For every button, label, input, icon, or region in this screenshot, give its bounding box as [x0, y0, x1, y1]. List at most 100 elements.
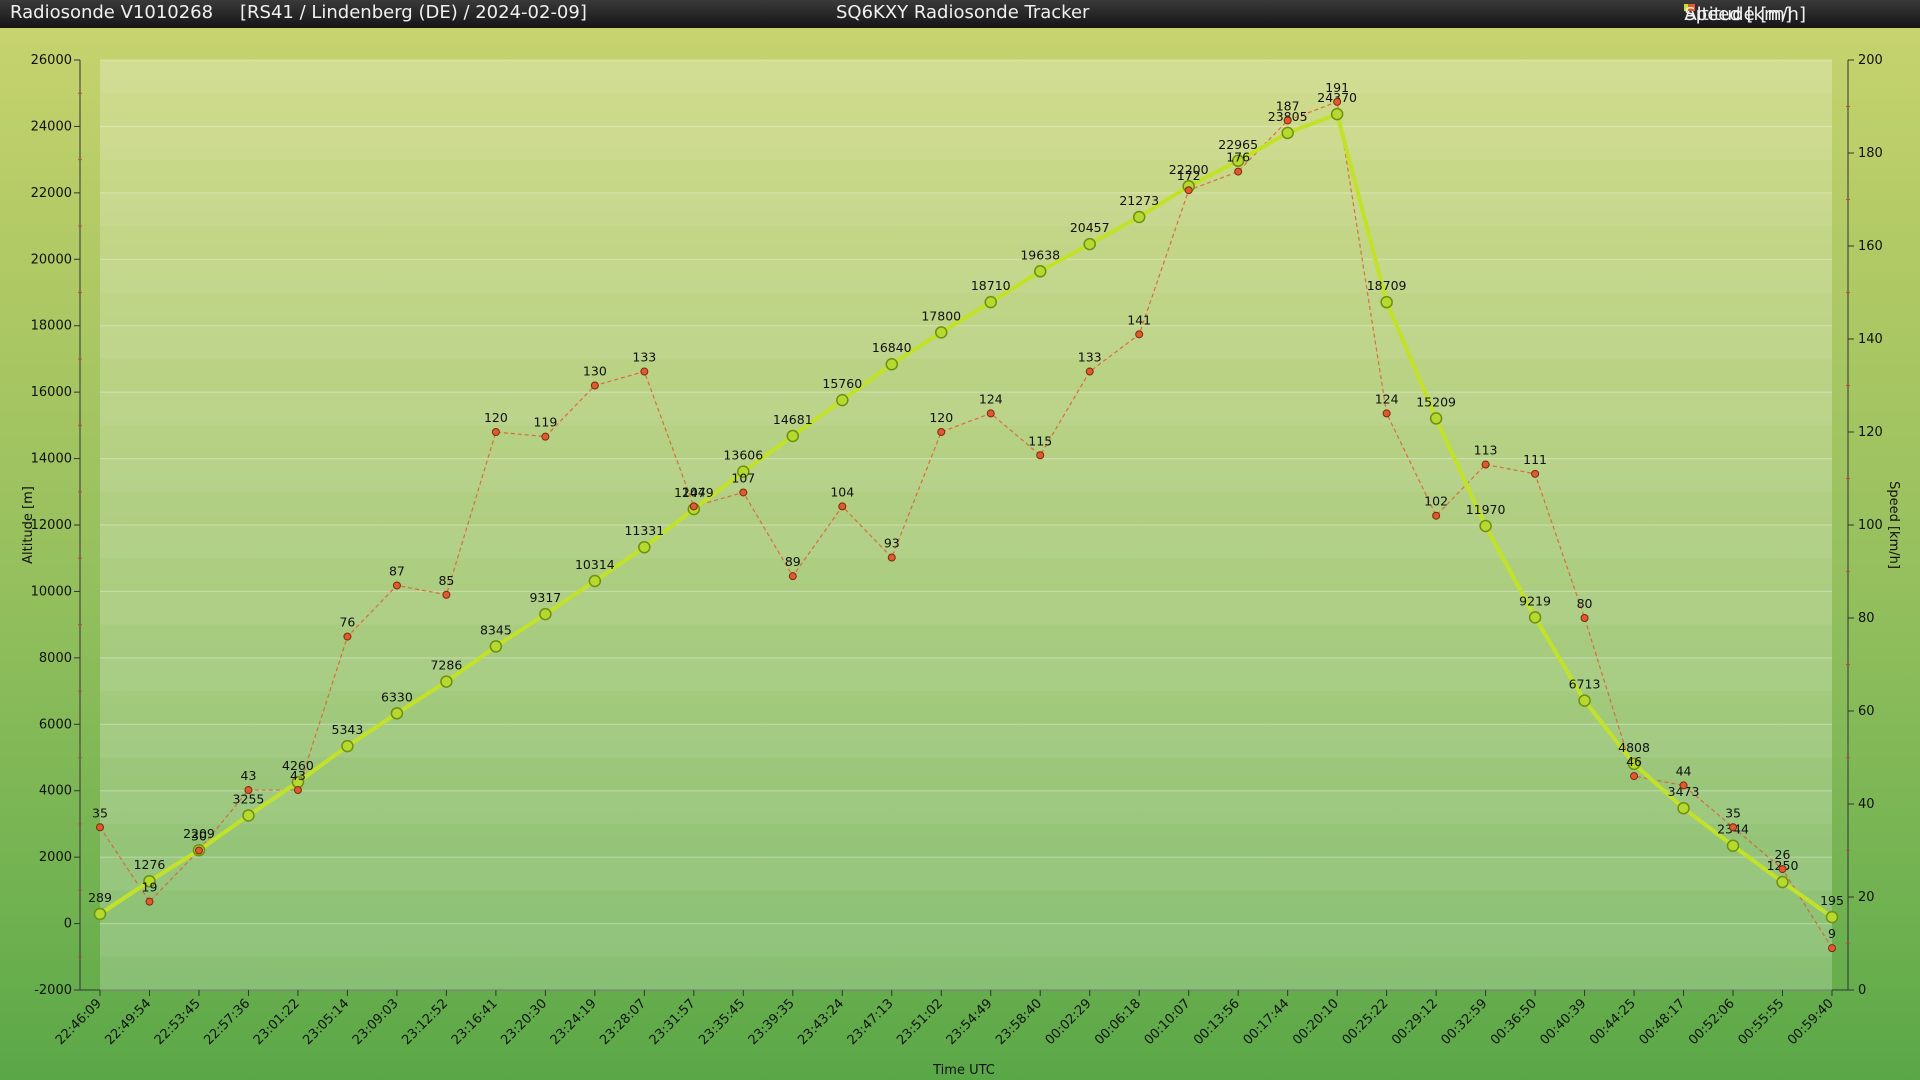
speed-point [937, 428, 946, 436]
speed-data-label: 35 [92, 805, 108, 820]
left-tick-label: 0 [64, 917, 72, 932]
x-tick-label: 00:17:44 [1241, 996, 1293, 1048]
speed-point [392, 581, 401, 590]
x-tick-label: 22:46:09 [53, 996, 105, 1048]
altitude-data-label: 16840 [872, 340, 912, 355]
right-tick-label: 140 [1858, 332, 1883, 347]
altitude-point [1726, 839, 1740, 852]
speed-point [1481, 460, 1490, 469]
app-title: SQ6KXY Radiosonde Tracker [836, 2, 1090, 23]
plot-band [100, 591, 1832, 625]
left-tick-label: 18000 [31, 319, 72, 334]
altitude-data-label: 19638 [1020, 247, 1060, 262]
left-tick-label: 8000 [39, 651, 72, 666]
speed-data-label: 133 [1078, 350, 1102, 365]
speed-data-label: 93 [884, 536, 900, 551]
speed-point [1283, 116, 1292, 125]
x-tick-label: 23:43:24 [795, 996, 847, 1048]
altitude-data-label: 18709 [1367, 278, 1407, 293]
left-tick-label: 24000 [31, 119, 72, 134]
plot-band [100, 325, 1832, 359]
speed-point [1531, 469, 1540, 478]
speed-point [1828, 944, 1836, 953]
y-axis-title: Altitude [m] [21, 486, 36, 564]
altitude-data-label: 2209 [183, 826, 215, 841]
x-tick-label: 23:01:22 [251, 996, 303, 1048]
altitude-data-label: 18710 [971, 278, 1011, 293]
x-tick-label: 00:02:29 [1043, 996, 1095, 1048]
legend[interactable]: Altitude [m] Speed [km/h] [1650, 2, 1806, 86]
speed-point [788, 572, 797, 581]
altitude-data-label: 7286 [430, 658, 462, 673]
left-tick-label: 4000 [39, 784, 72, 799]
right-tick-label: 100 [1858, 518, 1883, 533]
speed-data-label: 104 [682, 484, 706, 499]
x-tick-label: 00:06:18 [1092, 996, 1144, 1048]
x-tick-label: 23:35:45 [696, 996, 748, 1048]
speed-point [838, 502, 847, 511]
speed-data-label: 30 [191, 829, 207, 844]
plot-band [100, 392, 1832, 426]
altitude-data-label: 10314 [575, 557, 615, 572]
speed-point [145, 897, 154, 906]
altitude-data-label: 8345 [480, 622, 512, 637]
altitude-point [242, 809, 255, 822]
speed-point [541, 432, 550, 441]
altitude-point [489, 640, 503, 653]
speed-data-label: 187 [1276, 98, 1300, 113]
speed-data-label: 35 [1725, 805, 1741, 820]
speed-data-label: 124 [979, 391, 1003, 406]
x-tick-label: 23:47:13 [845, 996, 897, 1048]
x-tick-label: 23:51:02 [894, 996, 946, 1048]
plot-band [100, 458, 1832, 492]
altitude-point [390, 707, 404, 720]
speed-point [1135, 330, 1144, 339]
speed-point [1036, 451, 1045, 460]
speed-point [1234, 167, 1243, 176]
altitude-data-label: 3255 [233, 791, 265, 806]
altitude-point [539, 607, 552, 621]
altitude-data-label: 23805 [1268, 109, 1308, 124]
speed-point [590, 381, 599, 390]
x-tick-label: 00:20:10 [1290, 996, 1342, 1048]
plot-band [100, 657, 1832, 692]
x-tick-label: 00:13:56 [1191, 996, 1243, 1048]
speed-data-label: 89 [785, 554, 801, 569]
left-tick-label: 14000 [31, 452, 72, 467]
x-tick-label: 23:31:57 [647, 996, 699, 1048]
altitude-data-label: 11970 [1466, 502, 1506, 517]
speed-data-label: 85 [438, 573, 454, 588]
speed-point [293, 786, 302, 795]
right-tick-label: 120 [1858, 425, 1883, 440]
altitude-point [143, 874, 156, 888]
plot-band [100, 790, 1832, 824]
speed-data-label: 9 [1828, 926, 1836, 941]
speed-data-label: 120 [929, 410, 953, 425]
altitude-series-line [98, 111, 1834, 919]
left-tick-label: -2000 [34, 983, 72, 998]
x-tick-label: 23:16:41 [449, 996, 501, 1048]
altitude-point [93, 907, 107, 921]
right-tick-label: 180 [1858, 146, 1883, 161]
right-tick-label: 0 [1858, 983, 1866, 998]
altitude-point [638, 540, 651, 554]
left-tick-label: 12000 [31, 518, 72, 533]
x-tick-label: 00:36:50 [1488, 996, 1540, 1048]
altitude-point [786, 429, 800, 443]
speed-point [442, 590, 451, 599]
altitude-point [1479, 519, 1492, 533]
x-tick-label: 00:52:06 [1686, 996, 1738, 1048]
legend-altitude-label: Altitude [m] [1684, 4, 1792, 25]
altitude-data-label: 20457 [1070, 220, 1110, 235]
altitude-point [1231, 154, 1245, 168]
altitude-data-label: 289 [88, 890, 112, 905]
x-tick-label: 00:48:17 [1636, 996, 1688, 1048]
speed-data-label: 113 [1474, 443, 1498, 458]
left-tick-label: 26000 [31, 53, 72, 68]
x-tick-label: 00:59:40 [1785, 996, 1837, 1048]
altitude-point [1281, 126, 1294, 140]
speed-data-label: 133 [632, 350, 656, 365]
speed-data-label: 87 [389, 563, 405, 578]
left-tick-label: 6000 [39, 717, 72, 732]
speed-data-label: 26 [1775, 847, 1791, 862]
